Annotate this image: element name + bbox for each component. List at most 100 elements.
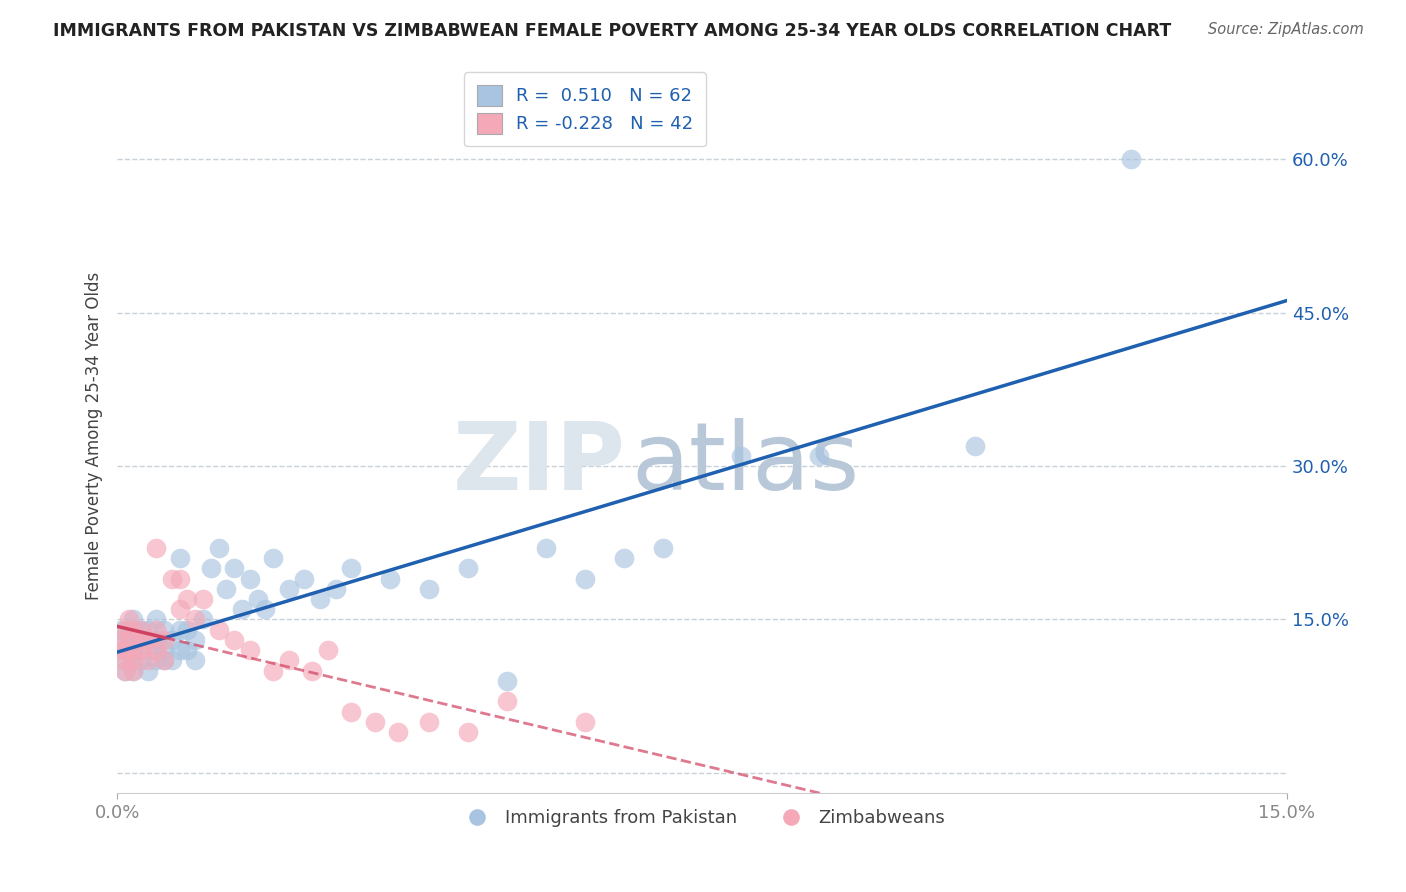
Point (121, 612, 143, 626)
Point (118, 643, 141, 657)
Point (169, 623, 191, 637)
Point (224, 632, 246, 647)
Legend: Immigrants from Pakistan, Zimbabweans: Immigrants from Pakistan, Zimbabweans (453, 802, 952, 834)
Point (121, 623, 143, 637)
Point (169, 602, 191, 616)
Point (153, 643, 176, 657)
Point (496, 673, 519, 688)
Point (457, 561, 479, 575)
Point (378, 572, 401, 586)
Point (160, 572, 183, 586)
Point (191, 612, 214, 626)
Point (418, 582, 440, 596)
Point (160, 632, 183, 647)
Point (114, 623, 136, 637)
Point (153, 653, 176, 667)
Text: ZIP: ZIP (453, 418, 626, 510)
Point (121, 653, 143, 667)
Point (138, 664, 160, 678)
Point (114, 664, 136, 678)
Point (129, 653, 152, 667)
Point (963, 439, 986, 453)
Point (121, 664, 143, 678)
Point (145, 643, 167, 657)
Point (239, 643, 262, 657)
Point (239, 572, 262, 586)
Point (114, 664, 136, 678)
Point (129, 632, 152, 647)
Point (292, 572, 315, 586)
Point (231, 602, 253, 616)
Point (730, 449, 752, 463)
Point (277, 582, 299, 596)
Point (138, 653, 160, 667)
Point (262, 551, 284, 566)
Point (129, 643, 152, 657)
Point (110, 623, 132, 637)
Point (301, 664, 323, 678)
Point (340, 705, 363, 719)
Point (184, 653, 207, 667)
Point (121, 643, 143, 657)
Point (246, 592, 269, 607)
Point (145, 541, 167, 555)
Point (176, 643, 198, 657)
Point (118, 632, 141, 647)
Point (153, 623, 176, 637)
Point (129, 623, 152, 637)
Point (200, 561, 222, 575)
Point (277, 653, 299, 667)
Point (262, 664, 284, 678)
Text: Source: ZipAtlas.com: Source: ZipAtlas.com (1208, 22, 1364, 37)
Point (574, 572, 596, 586)
Point (387, 725, 409, 739)
Text: atlas: atlas (631, 418, 860, 510)
Point (145, 612, 167, 626)
Point (121, 632, 143, 647)
Point (613, 551, 636, 566)
Point (325, 582, 347, 596)
Point (652, 541, 675, 555)
Point (108, 632, 131, 647)
Point (418, 714, 440, 729)
Point (169, 572, 191, 586)
Point (191, 592, 214, 607)
Point (176, 592, 198, 607)
Point (114, 653, 136, 667)
Point (114, 632, 136, 647)
Point (340, 561, 363, 575)
Point (160, 653, 183, 667)
Point (114, 643, 136, 657)
Point (457, 725, 479, 739)
Point (138, 632, 160, 647)
Point (121, 653, 143, 667)
Point (574, 714, 596, 729)
Point (496, 694, 519, 708)
Point (129, 632, 152, 647)
Point (118, 623, 141, 637)
Point (129, 643, 152, 657)
Point (309, 592, 332, 607)
Text: IMMIGRANTS FROM PAKISTAN VS ZIMBABWEAN FEMALE POVERTY AMONG 25-34 YEAR OLDS CORR: IMMIGRANTS FROM PAKISTAN VS ZIMBABWEAN F… (53, 22, 1171, 40)
Point (1119, 153, 1142, 167)
Point (129, 623, 152, 637)
Point (114, 653, 136, 667)
Point (153, 653, 176, 667)
Point (176, 623, 198, 637)
Point (145, 643, 167, 657)
Y-axis label: Female Poverty Among 25-34 Year Olds: Female Poverty Among 25-34 Year Olds (86, 271, 103, 599)
Point (184, 632, 207, 647)
Point (534, 541, 557, 555)
Point (118, 612, 141, 626)
Point (138, 623, 160, 637)
Point (121, 643, 143, 657)
Point (169, 643, 191, 657)
Point (215, 582, 238, 596)
Point (169, 551, 191, 566)
Point (207, 541, 229, 555)
Point (184, 612, 207, 626)
Point (807, 449, 830, 463)
Point (121, 664, 143, 678)
Point (363, 714, 385, 729)
Point (110, 643, 132, 657)
